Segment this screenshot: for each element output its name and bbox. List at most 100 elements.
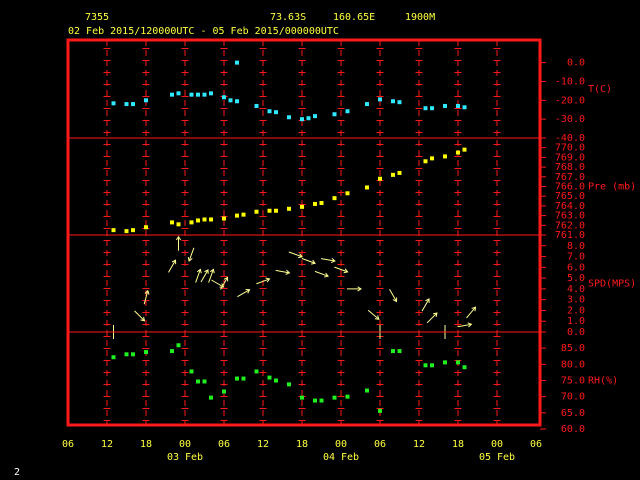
x-tick-label: 00 [491,439,503,450]
arrow-shaft [188,247,195,262]
data-point [241,376,246,381]
wind-arrow [457,322,473,328]
data-point [287,382,291,387]
arrow-head [392,297,398,303]
data-point [365,388,369,393]
wind-arrow [211,279,225,288]
data-point [209,91,213,96]
arrow-head [285,269,291,275]
data-point [131,228,135,233]
data-point [456,150,460,155]
data-point [176,91,181,96]
arrow-shaft [314,270,329,277]
y-tick-label: 765.0 [555,191,585,202]
wind-arrow [200,269,209,283]
page-number: 2 [14,467,20,478]
y-tick-label: 761.0 [555,230,585,241]
data-point [423,106,428,111]
data-point [423,159,428,164]
data-point [443,154,447,159]
wind-arrow [220,276,229,290]
data-point [111,101,116,106]
data-point [443,103,447,108]
data-point [319,200,324,205]
y-tick-label: 768.0 [555,162,585,173]
data-point [430,106,434,111]
wind-arrow [334,266,349,274]
y-tick-label: -30.0 [555,114,585,125]
y-tick-label: 5.0 [567,273,585,284]
arrow-head [331,257,336,263]
data-point [462,147,467,152]
arrow-head [324,272,329,278]
data-point [170,349,174,354]
data-point [365,102,369,107]
y-tick-label: 2.0 [567,305,585,316]
data-point [287,206,291,211]
wind-arrow [301,258,316,265]
arrow-shaft [220,277,228,290]
data-point [254,209,259,214]
arrow-head [425,298,430,304]
y-tick-label: 764.0 [555,201,585,212]
wind-arrow [275,269,291,275]
y-axis-label: SPD(MPS) [588,279,636,290]
arrow-head [357,286,362,292]
arrow-head [298,253,303,259]
data-point [170,220,174,225]
data-point [423,363,428,368]
arrow-shaft [200,269,209,283]
y-axis-label: Pre (mb) [588,182,636,193]
data-point [124,352,129,357]
data-point [319,398,324,403]
y-tick-label: -10.0 [555,76,585,87]
y-axis-label: T(C) [588,84,612,95]
y-tick-label: 4.0 [567,284,585,295]
y-tick-label: 7.0 [567,252,585,263]
arrow-head [140,316,146,322]
arrow-shaft [168,259,176,273]
x-tick-label: 12 [257,439,269,450]
data-point [228,98,233,103]
data-point [456,103,460,108]
y-tick-label: 770.0 [555,143,585,154]
data-point [345,109,350,114]
data-point [378,408,382,413]
data-point [235,376,239,381]
arrow-head [265,277,271,283]
data-point [443,360,447,365]
y-tick-label: 75.0 [561,376,585,387]
x-tick-label: 00 [179,439,191,450]
data-point [235,60,239,65]
data-point [176,343,181,348]
data-point [170,92,174,97]
data-point [313,201,317,206]
data-point [378,97,382,102]
arrow-shaft [211,279,224,288]
data-point [131,102,135,107]
y-tick-label: -20.0 [555,95,585,106]
data-point [176,222,181,227]
x-tick-label: 00 [335,439,347,450]
y-tick-label: 0.0 [567,327,585,338]
y-tick-label: 767.0 [555,172,585,183]
data-point [430,363,434,368]
wind-arrow [187,247,195,262]
y-tick-label: 3.0 [567,295,585,306]
data-point [189,92,194,97]
data-point [209,217,213,222]
data-point [111,355,116,360]
arrow-head [311,259,316,265]
data-point [241,212,246,217]
wind-arrow [288,251,303,259]
arrow-shaft [288,251,303,258]
wind-arrow [421,298,430,312]
data-point [254,103,259,108]
data-point [202,379,207,384]
wind-arrow [134,310,146,322]
data-point [274,378,278,383]
data-point [313,114,317,119]
arrow-shaft [134,310,145,322]
x-tick-label: 18 [140,439,152,450]
